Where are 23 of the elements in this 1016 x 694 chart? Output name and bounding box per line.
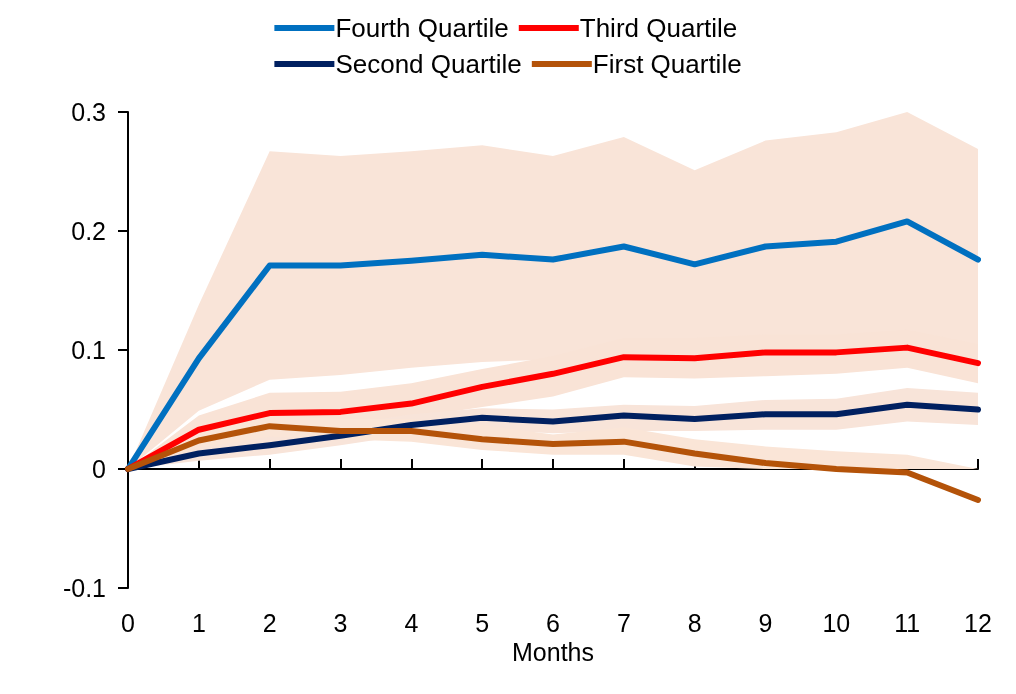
x-tick-label: 6 [546, 608, 560, 637]
x-tick-label: 4 [404, 608, 419, 637]
legend-label: Fourth Quartile [335, 13, 509, 43]
y-tick-label: 0.1 [71, 336, 106, 364]
x-axis-title: Months [512, 638, 594, 667]
x-tick-label: 0 [121, 608, 135, 637]
y-tick-label: 0.2 [71, 217, 106, 245]
x-tick-label: 5 [475, 608, 490, 637]
legend-label: Third Quartile [579, 13, 738, 43]
x-tick-label: 2 [262, 608, 277, 637]
x-tick-label: 3 [333, 608, 348, 637]
x-tick-label: 12 [964, 608, 992, 637]
x-tick-label: 10 [822, 608, 851, 637]
legend-label: First Quartile [592, 49, 742, 79]
y-tick-label: -0.1 [62, 574, 106, 602]
x-tick-label: 11 [894, 608, 921, 637]
y-tick-label: 0.3 [71, 98, 106, 126]
legend-label: Second Quartile [335, 49, 522, 79]
x-tick-label: 7 [616, 608, 631, 637]
x-tick-label: 8 [687, 608, 702, 637]
x-tick-label: 9 [758, 608, 773, 637]
x-tick-label: 1 [191, 608, 206, 637]
y-tick-label: 0 [92, 455, 106, 483]
